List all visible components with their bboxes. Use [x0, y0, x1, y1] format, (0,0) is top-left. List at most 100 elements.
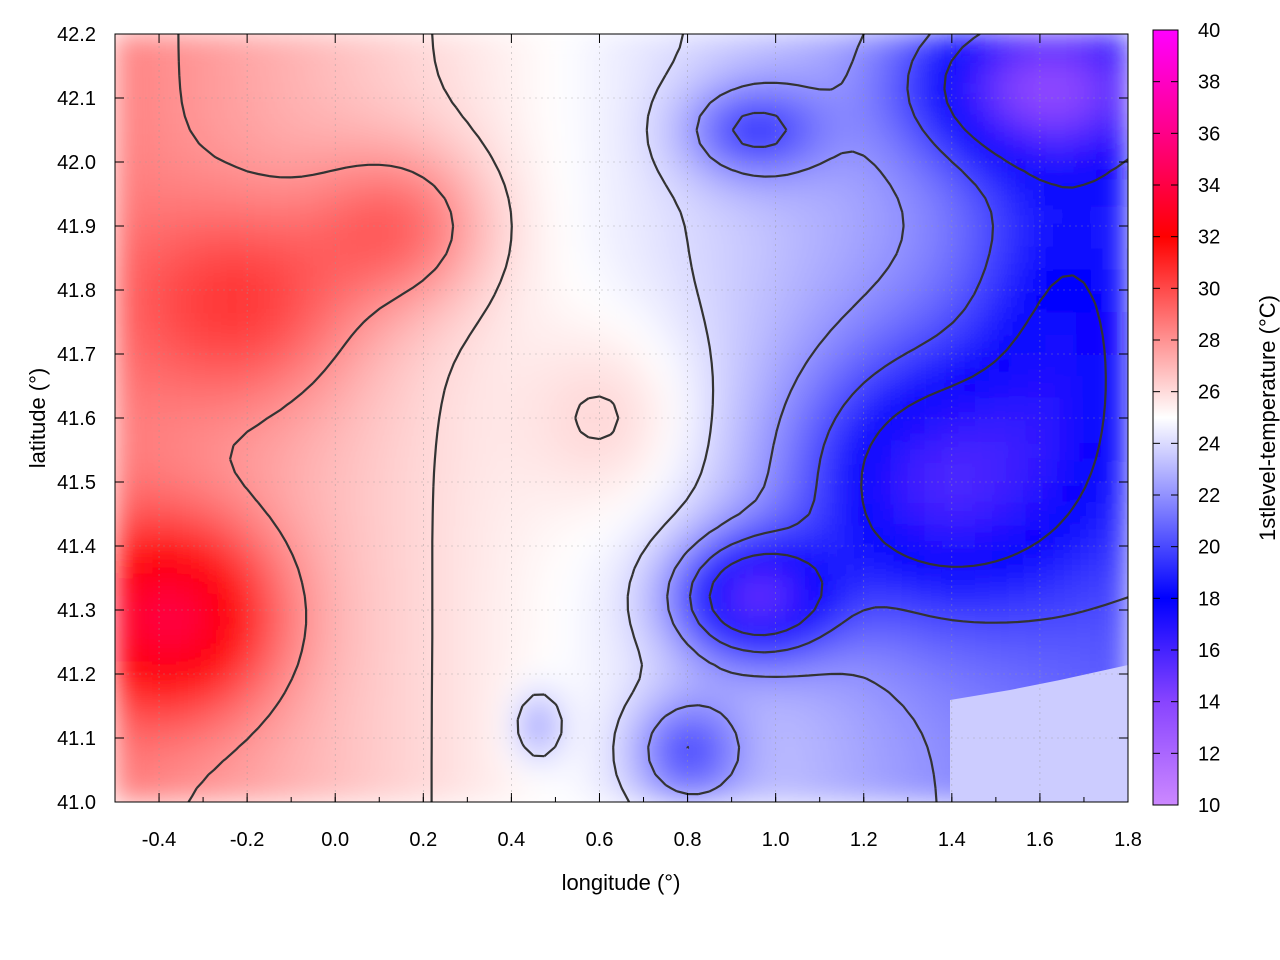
field-cell	[856, 737, 876, 761]
field-cell	[1076, 225, 1096, 249]
field-cell	[282, 246, 302, 270]
field-cell	[620, 353, 640, 377]
field-cell	[856, 545, 876, 569]
field-cell	[941, 395, 961, 419]
field-cell	[1042, 353, 1062, 377]
field-cell	[789, 779, 809, 802]
field-cell	[924, 673, 944, 697]
field-cell	[417, 54, 437, 78]
field-cell	[704, 75, 724, 99]
field-cell	[282, 310, 302, 334]
field-cell	[975, 438, 994, 462]
field-cell	[890, 737, 910, 761]
field-cell	[856, 75, 876, 99]
field-cell	[299, 161, 319, 185]
field-cell	[553, 353, 572, 377]
field-cell	[721, 310, 741, 334]
field-cell	[181, 353, 201, 377]
field-cell	[688, 737, 707, 761]
field-cell	[924, 587, 944, 611]
field-cell	[738, 54, 758, 78]
field-cell	[603, 587, 623, 611]
field-cell	[637, 566, 657, 590]
field-cell	[1059, 417, 1079, 441]
field-cell	[637, 161, 657, 185]
field-cell	[569, 758, 589, 782]
field-cell	[519, 715, 539, 739]
field-cell	[603, 289, 623, 313]
field-cell	[856, 651, 876, 675]
field-cell	[1093, 502, 1113, 526]
field-cell	[840, 118, 859, 142]
field-cell	[215, 289, 235, 313]
field-cell	[130, 310, 150, 334]
field-cell	[384, 353, 403, 377]
field-cell	[451, 481, 471, 505]
field-cell	[1025, 587, 1045, 611]
field-cell	[367, 566, 387, 590]
field-cell	[890, 417, 910, 441]
field-cell	[299, 438, 319, 462]
field-cell	[434, 34, 454, 57]
field-cell	[941, 331, 961, 355]
field-cell	[907, 417, 927, 441]
field-cell	[232, 75, 252, 99]
field-cell	[434, 139, 454, 163]
field-cell	[282, 395, 302, 419]
field-cell	[198, 459, 218, 483]
field-cell	[958, 246, 978, 270]
field-cell	[249, 651, 268, 675]
field-cell	[738, 438, 758, 462]
field-cell	[417, 566, 437, 590]
field-cell	[890, 310, 910, 334]
field-cell	[991, 417, 1011, 441]
field-cell	[958, 523, 978, 547]
field-cell	[1042, 481, 1062, 505]
field-cell	[232, 34, 252, 57]
field-cell	[586, 225, 606, 249]
field-cell	[164, 715, 184, 739]
field-cell	[181, 566, 201, 590]
field-cell	[519, 545, 539, 569]
field-cell	[434, 779, 454, 802]
field-cell	[299, 75, 319, 99]
field-cell	[198, 118, 218, 142]
field-cell	[654, 395, 674, 419]
field-cell	[130, 481, 150, 505]
field-cell	[688, 203, 707, 227]
field-cell	[485, 502, 505, 526]
field-cell	[924, 481, 944, 505]
field-cell	[384, 715, 403, 739]
field-cell	[130, 353, 150, 377]
field-cell	[789, 118, 809, 142]
field-cell	[401, 139, 420, 163]
field-cell	[637, 630, 657, 654]
field-cell	[502, 289, 522, 313]
field-cell	[924, 267, 944, 291]
field-cell	[215, 545, 235, 569]
field-cell	[350, 502, 370, 526]
field-cell	[401, 75, 420, 99]
field-cell	[637, 225, 657, 249]
field-cell	[147, 395, 167, 419]
field-cell	[333, 694, 353, 718]
field-cell	[1076, 331, 1096, 355]
field-cell	[823, 715, 842, 739]
field-cell	[738, 673, 758, 697]
field-cell	[907, 75, 927, 99]
field-cell	[130, 246, 150, 270]
field-cell	[1025, 75, 1045, 99]
field-cell	[856, 779, 876, 802]
field-cell	[451, 374, 471, 398]
field-cell	[823, 459, 842, 483]
field-cell	[856, 459, 876, 483]
field-cell	[451, 779, 471, 802]
field-cell	[637, 502, 657, 526]
field-cell	[755, 737, 775, 761]
field-cell	[958, 139, 978, 163]
field-cell	[890, 395, 910, 419]
field-cell	[586, 737, 606, 761]
colorbar-tick-label: 40	[1198, 20, 1220, 42]
field-cell	[553, 267, 572, 291]
field-cell	[434, 502, 454, 526]
